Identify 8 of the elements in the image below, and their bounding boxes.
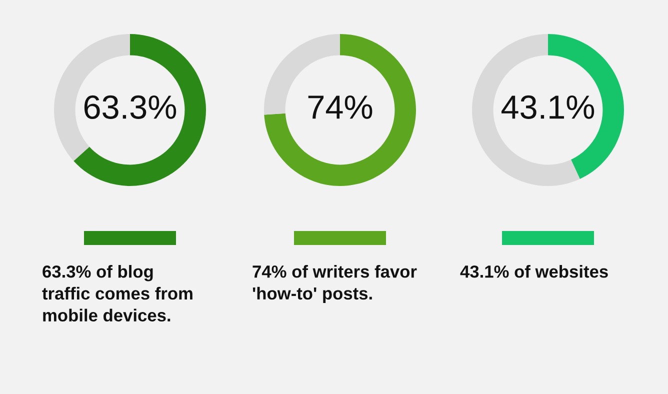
donut-slice	[74, 34, 206, 186]
donut-slice	[264, 34, 416, 186]
text: 74% of writers favor 'how-to' posts.	[252, 265, 417, 304]
data-label: 43.1%	[502, 95, 594, 119]
data-label: 63.3%	[84, 95, 176, 119]
data-label: 74%	[308, 95, 372, 119]
text: 43.1% of websites	[460, 265, 608, 278]
text: 63.3% of blog traffic comes from mobile devices.	[42, 265, 192, 322]
